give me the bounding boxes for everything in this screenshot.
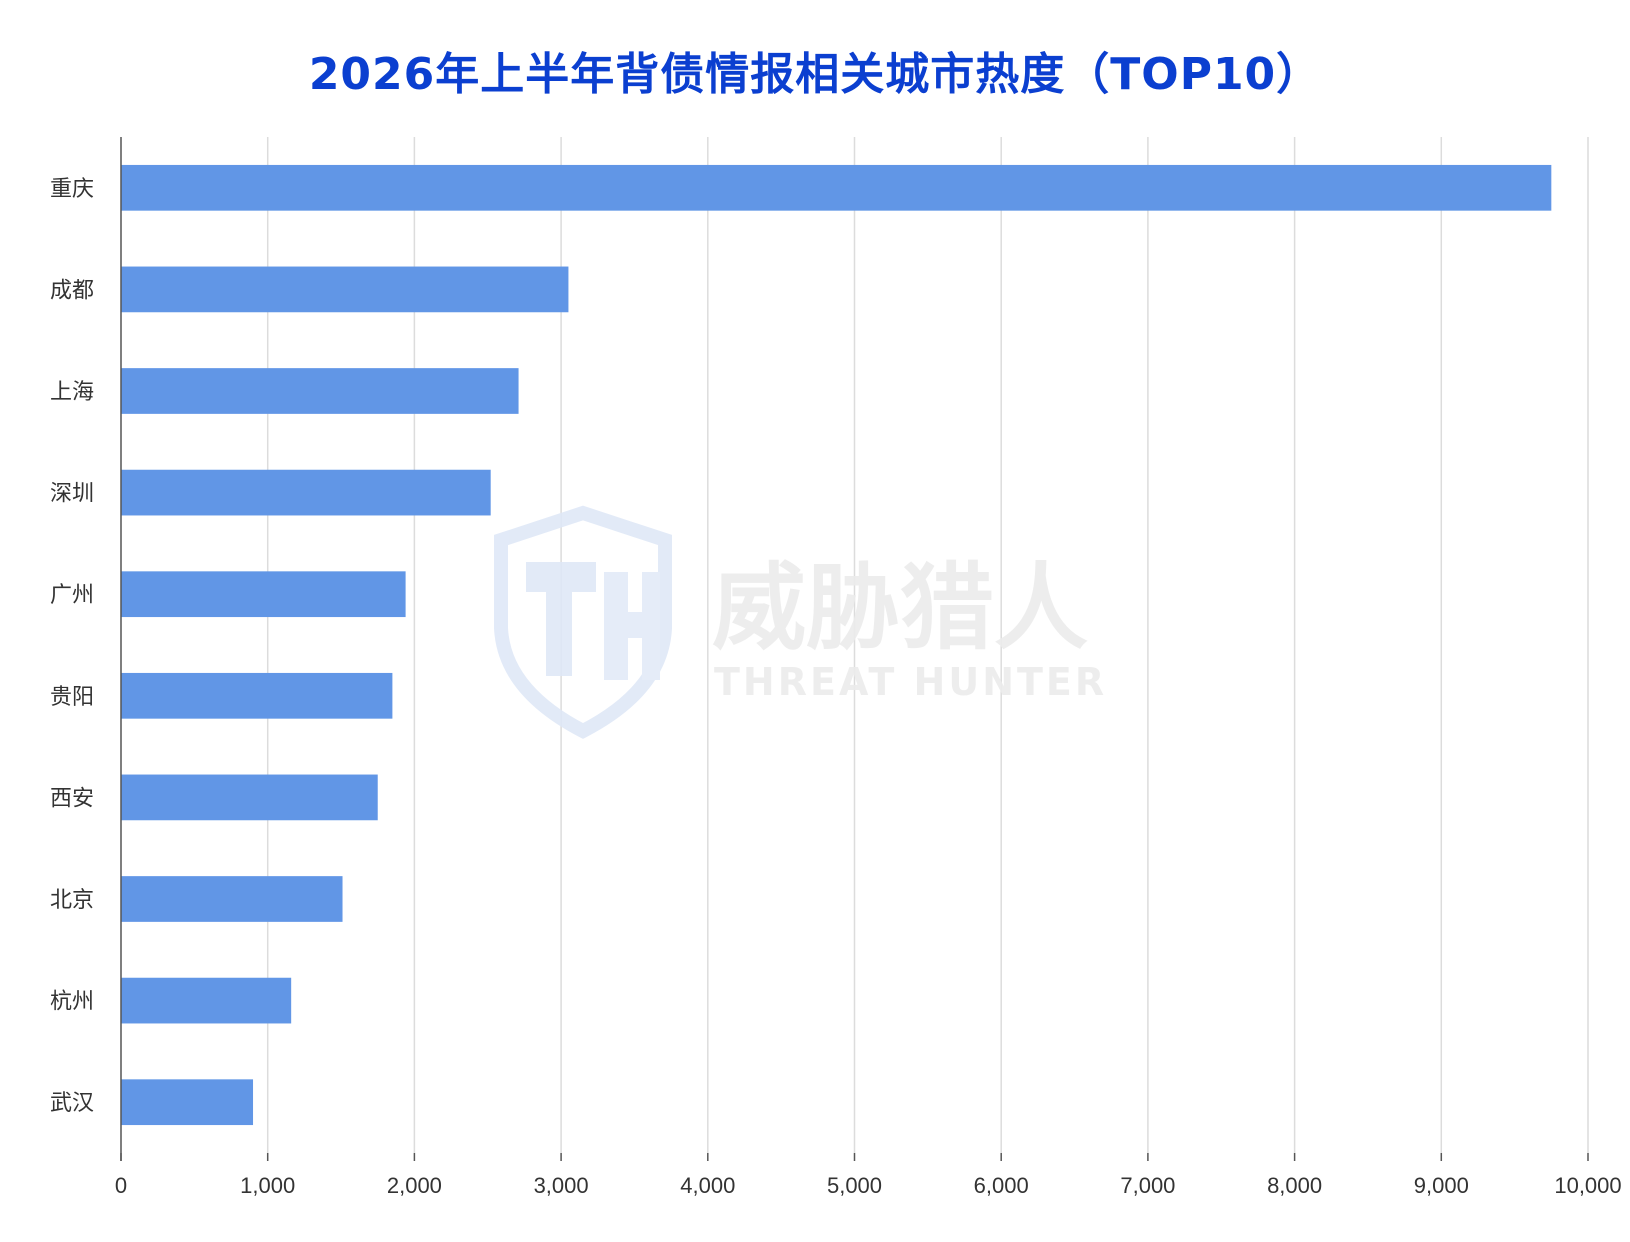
x-tick-label: 8,000 xyxy=(1267,1173,1322,1198)
labels: 0 1,000 2,000 3,000 4,000 5,000 6,000 7,000 8,00… xyxy=(50,177,1622,1198)
chart-title: 2026年上半年背债情报相关城市热度（TOP10） xyxy=(308,49,1322,100)
bars xyxy=(121,164,1552,1126)
x-tick-label: 5,000 xyxy=(827,1173,882,1198)
x-tick-label: 6,000 xyxy=(974,1173,1029,1198)
shield-th-logo-icon xyxy=(494,505,672,739)
x-tick-label: 10,000 xyxy=(1554,1173,1621,1198)
axes xyxy=(120,137,1589,1161)
x-tick-label: 9,000 xyxy=(1414,1173,1469,1198)
category-label: 深圳 xyxy=(50,482,94,507)
bar-4 xyxy=(121,571,406,618)
bar-0 xyxy=(121,164,1552,211)
x-tick-label: 1,000 xyxy=(240,1173,295,1198)
bar-7 xyxy=(121,876,343,922)
bar-6 xyxy=(121,774,378,821)
category-label: 武汉 xyxy=(50,1091,94,1116)
bar-1 xyxy=(121,266,569,313)
watermark: 威胁猎人 THREAT HUNTER xyxy=(494,505,1107,739)
bar-9 xyxy=(121,1079,254,1126)
category-label: 西安 xyxy=(50,786,94,811)
bar-3 xyxy=(121,469,491,516)
category-label: 杭州 xyxy=(50,990,94,1015)
bar-2 xyxy=(121,368,519,414)
bar-5 xyxy=(121,672,393,719)
watermark-name: 威胁猎人 xyxy=(712,554,1088,663)
x-tick-label: 2,000 xyxy=(387,1173,442,1198)
category-label: 重庆 xyxy=(50,177,94,202)
x-tick-label: 7,000 xyxy=(1120,1173,1175,1198)
category-label: 贵阳 xyxy=(50,685,94,710)
category-label: 北京 xyxy=(50,888,94,913)
category-label: 广州 xyxy=(50,583,94,608)
x-tick-label: 3,000 xyxy=(534,1173,589,1198)
x-tick-label: 4,000 xyxy=(680,1173,735,1198)
category-label: 上海 xyxy=(50,380,94,405)
x-tick-label: 0 xyxy=(115,1173,127,1198)
bar-8 xyxy=(121,977,292,1024)
category-label: 成都 xyxy=(50,278,94,303)
watermark-subtitle: THREAT HUNTER xyxy=(714,660,1107,704)
